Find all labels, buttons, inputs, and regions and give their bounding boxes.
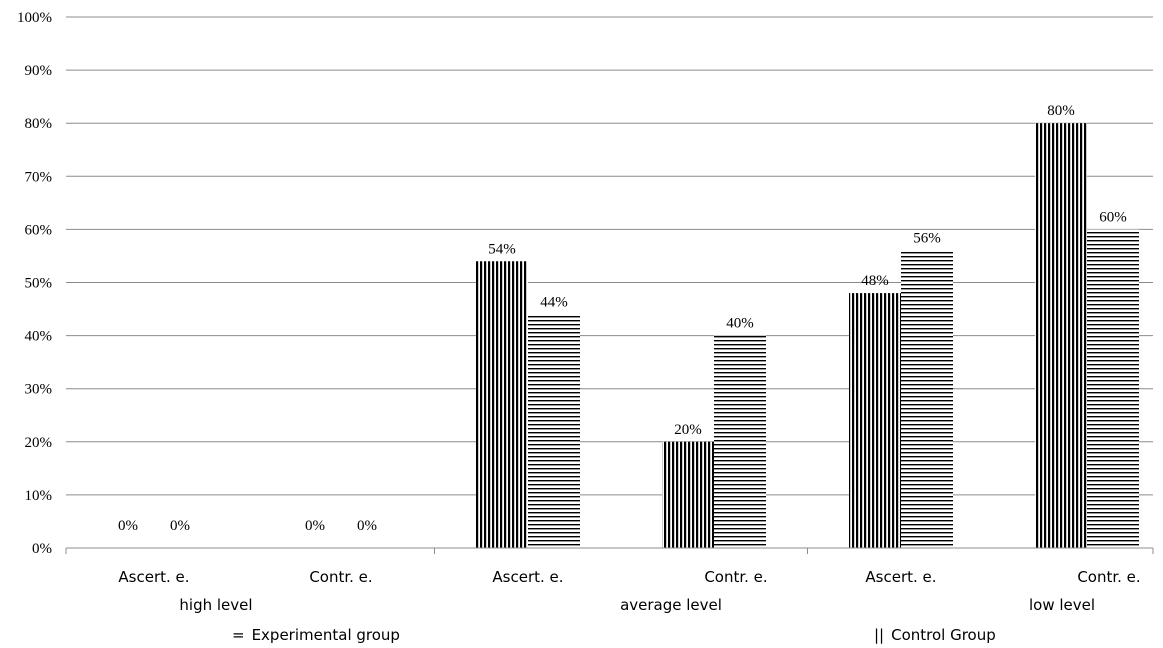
- bar-control-group: [1087, 229, 1139, 548]
- gridlines: [66, 16, 1153, 496]
- y-tick-label: 90%: [25, 63, 53, 79]
- category-label: Ascert. e.: [118, 568, 189, 586]
- data-label: 44%: [540, 294, 568, 310]
- category-labels: Ascert. e. Contr. e. Ascert. e. Contr. e. As…: [118, 568, 1140, 586]
- y-tick-label: 20%: [25, 435, 53, 451]
- legend-entry: || Control Group: [874, 626, 996, 644]
- bar-control-group: [528, 314, 580, 548]
- data-label: 0%: [170, 518, 190, 534]
- legend-symbol: =: [232, 626, 245, 644]
- legend: = Experimental group || Control Group: [232, 626, 996, 644]
- data-labels: 0% 0% 54% 20% 48% 80% 0% 0% 44% 40% 56% 60%: [118, 103, 1127, 534]
- data-label: 60%: [1099, 209, 1127, 225]
- y-tick-label: 10%: [25, 488, 53, 504]
- data-label: 0%: [305, 518, 325, 534]
- legend-series-name: Control Group: [891, 626, 996, 644]
- y-axis-tick-labels: 0% 10% 20% 30% 40% 50% 60% 70% 80% 90% 100%: [17, 10, 52, 557]
- x-axis: [65, 547, 1154, 554]
- level-labels: high level average level low level: [179, 596, 1095, 614]
- bar-experimental-group: [476, 261, 528, 548]
- data-label: 56%: [913, 231, 941, 247]
- y-tick-label: 50%: [25, 276, 53, 292]
- category-label: Contr. e.: [309, 568, 372, 586]
- bar-control-group: [901, 250, 953, 548]
- data-label: 54%: [488, 241, 516, 257]
- y-tick-label: 60%: [25, 222, 53, 238]
- data-label: 40%: [726, 316, 754, 332]
- legend-series-name: Experimental group: [252, 626, 400, 644]
- bar-experimental-group: [1035, 123, 1087, 548]
- data-label: 20%: [674, 422, 702, 438]
- level-label: average level: [620, 596, 722, 614]
- category-label: Contr. e.: [1077, 568, 1140, 586]
- legend-entry: = Experimental group: [232, 626, 400, 644]
- data-label: 48%: [861, 273, 889, 289]
- level-label: high level: [179, 596, 252, 614]
- category-label: Contr. e.: [704, 568, 767, 586]
- y-tick-label: 0%: [32, 541, 52, 557]
- data-label: 0%: [357, 518, 377, 534]
- legend-symbol: ||: [874, 626, 884, 644]
- bar-control-group: [714, 335, 766, 548]
- y-tick-label: 70%: [25, 169, 53, 185]
- bar-experimental-group: [849, 293, 901, 548]
- y-tick-label: 30%: [25, 382, 53, 398]
- y-tick-label: 40%: [25, 329, 53, 345]
- data-label: 80%: [1047, 103, 1075, 119]
- y-tick-label: 100%: [17, 10, 52, 26]
- category-label: Ascert. e.: [865, 568, 936, 586]
- bars: [476, 123, 1139, 548]
- data-label: 0%: [118, 518, 138, 534]
- bar-experimental-group: [662, 441, 714, 548]
- level-label: low level: [1029, 596, 1095, 614]
- category-label: Ascert. e.: [492, 568, 563, 586]
- y-tick-label: 80%: [25, 116, 53, 132]
